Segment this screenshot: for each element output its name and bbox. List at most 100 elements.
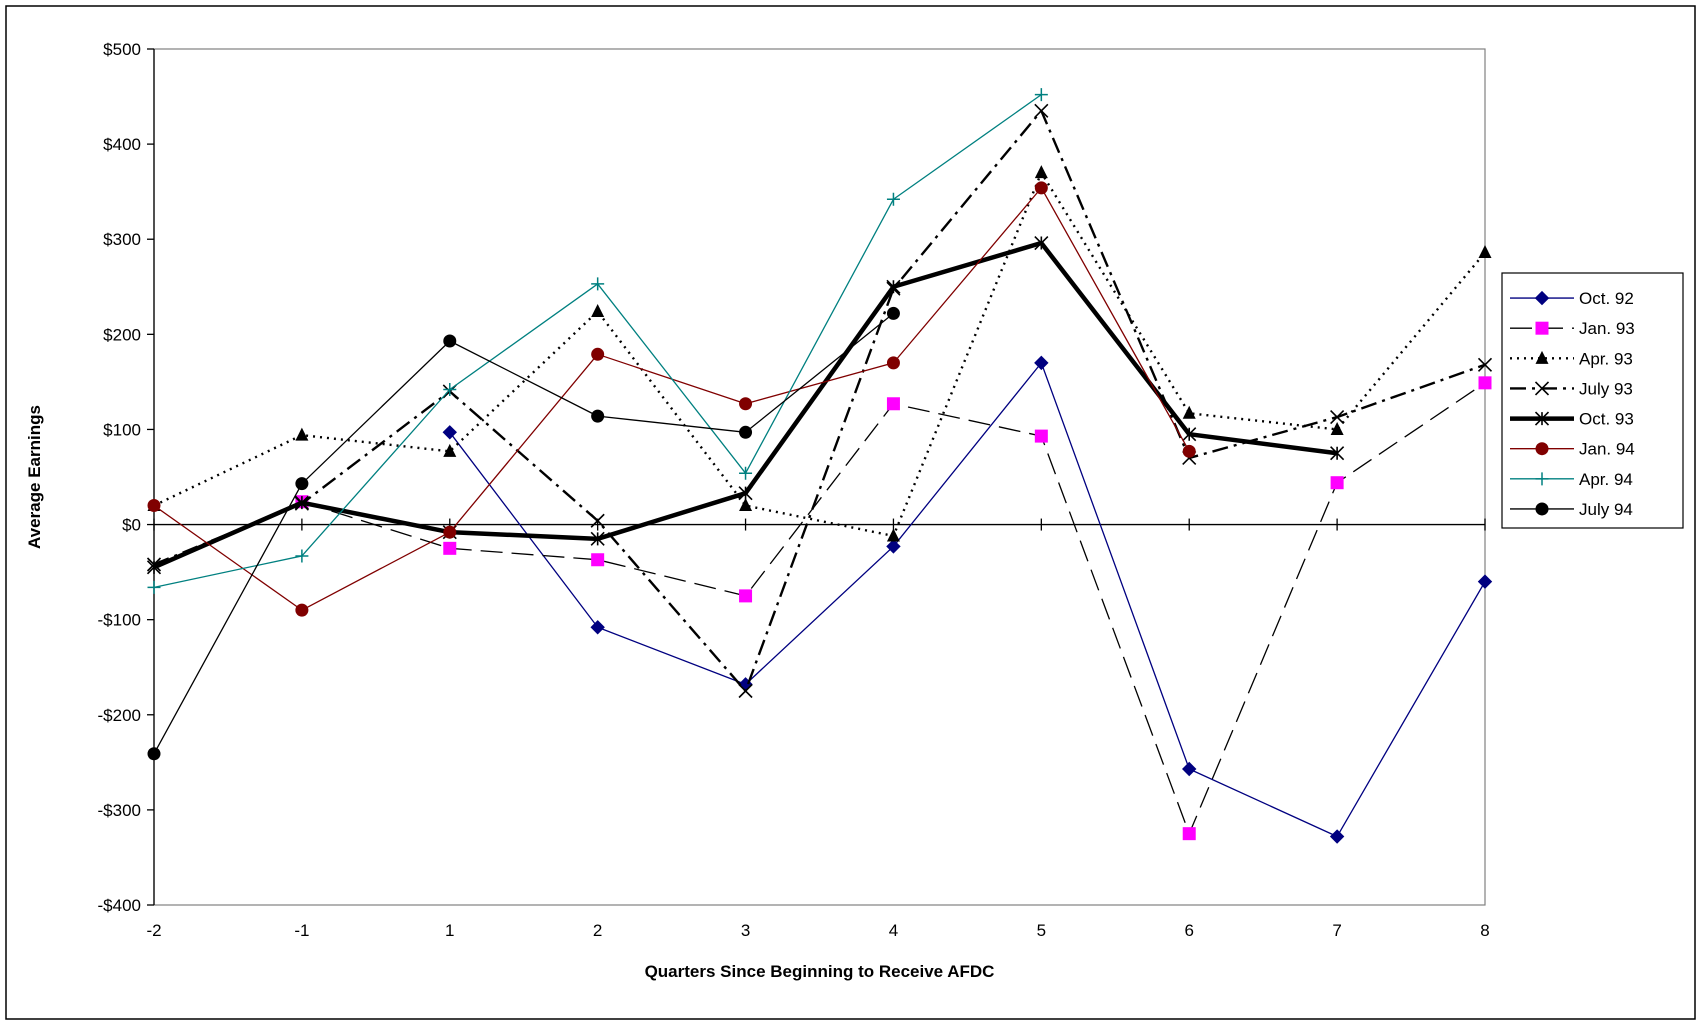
y-tick-label: $500 [103,40,141,59]
data-point [591,304,605,318]
data-point [146,560,162,575]
data-point [295,549,309,563]
y-tick-label: $0 [122,516,141,535]
data-point [1330,410,1345,425]
data-point [590,531,605,546]
data-point [1034,88,1048,102]
data-point [147,580,161,594]
data-point [295,427,309,441]
legend-item: Apr. 94 [1510,470,1633,489]
data-point [1535,321,1549,335]
series-line [153,109,1486,693]
x-tick-label: 3 [741,921,750,940]
y-tick-label: $200 [103,325,141,344]
x-tick-label: 6 [1184,921,1193,940]
data-point [1034,235,1049,251]
legend-item: Jan. 94 [1510,440,1635,459]
y-tick-label: -$100 [98,611,141,630]
y-tick-label: -$300 [98,801,141,820]
data-point [590,620,605,635]
data-point [1034,165,1048,179]
x-tick-label: 5 [1037,921,1046,940]
legend-label: July 94 [1579,500,1633,519]
data-point [591,553,605,567]
data-point [1535,350,1549,364]
x-tick-label: 1 [445,921,454,940]
y-tick-label: -$400 [98,896,141,915]
legend-label: Oct. 93 [1579,410,1634,429]
data-point [886,306,900,320]
data-point [886,528,900,542]
y-tick-label: -$200 [98,706,141,725]
data-point [1182,761,1197,777]
data-point [443,334,457,348]
data-point [1535,502,1549,516]
data-point [147,747,161,761]
legend-box [1501,272,1684,529]
x-axis-title: Quarters Since Beginning to Receive AFDC [645,962,995,981]
data-point [294,495,309,510]
series-4 [146,235,1345,575]
data-point [1034,355,1049,371]
chart-frame [5,5,1696,1020]
data-point [1535,472,1549,486]
x-tick-label: -2 [146,921,161,940]
data-point [1329,829,1345,844]
data-point [590,513,605,528]
legend-label: Oct. 92 [1579,289,1634,308]
data-point [738,486,753,501]
data-point [1034,181,1048,195]
data-point [443,382,457,396]
series-7 [147,306,900,761]
data-point [591,347,605,361]
data-point [886,279,901,294]
data-point [1182,827,1196,841]
legend-item: Apr. 93 [1510,349,1633,368]
legend-item: Jan. 93 [1510,319,1635,338]
legend-label: Apr. 93 [1579,349,1633,368]
data-point [1330,446,1345,461]
data-point [1478,245,1492,259]
legend-item: July 93 [1510,379,1633,398]
data-point [443,443,457,457]
legend-label: July 93 [1579,379,1633,398]
data-point [739,466,753,480]
y-axis-title: Average Earnings [25,405,44,549]
data-point [295,477,309,491]
data-point [147,499,161,513]
x-tick-label: 2 [593,921,602,940]
data-point [1534,411,1550,426]
data-point [886,356,900,370]
data-point [739,589,753,603]
data-point [886,192,900,206]
x-tick-label: -1 [294,921,309,940]
data-point [1477,357,1493,372]
data-point [1034,103,1049,118]
data-point [1477,574,1493,589]
data-point [1534,290,1550,306]
data-point [591,409,605,423]
data-point [1330,476,1344,490]
y-tick-label: $300 [103,230,141,249]
legend-item: Oct. 93 [1510,410,1634,429]
data-point [1534,381,1550,396]
data-point [1182,405,1196,419]
data-point [1478,376,1492,390]
y-tick-label: $100 [103,420,141,439]
data-point [591,277,605,291]
data-point [295,603,309,617]
data-point [1034,429,1048,443]
data-point [443,541,457,555]
data-point [738,683,753,699]
data-point [1182,444,1196,458]
data-point [886,539,901,554]
series-line [449,362,1486,838]
data-point [443,525,457,539]
y-tick-label: $400 [103,135,141,154]
legend-label: Jan. 94 [1579,440,1635,459]
legend-item: July 94 [1510,500,1633,519]
legend-label: Apr. 94 [1579,470,1633,489]
data-point [739,498,753,512]
